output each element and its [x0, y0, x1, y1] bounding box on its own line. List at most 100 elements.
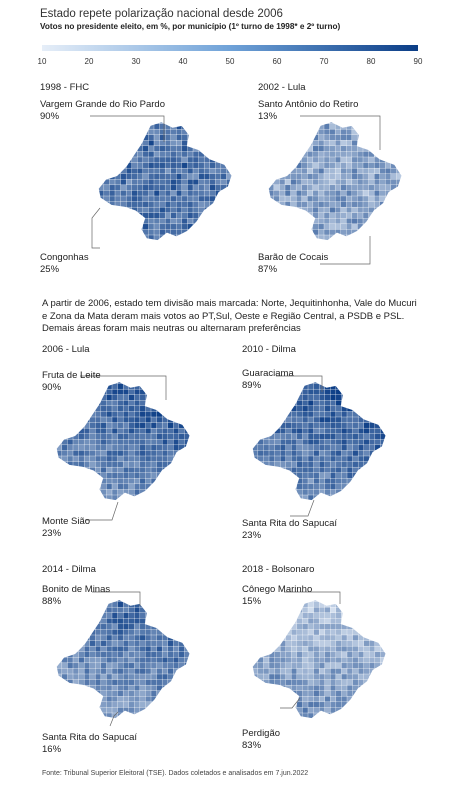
municipality-cell [313, 701, 320, 708]
municipality-cell [178, 690, 185, 697]
municipality-cell [100, 405, 107, 412]
municipality-cell [203, 123, 211, 130]
municipality-cell [357, 606, 365, 614]
municipality-cell [296, 657, 303, 664]
municipality-cell [122, 433, 130, 440]
municipality-cell [335, 494, 342, 501]
municipality-cell [215, 134, 222, 141]
municipality-cell [380, 489, 386, 496]
municipality-cell [401, 240, 402, 241]
municipality-cell [368, 128, 375, 136]
municipality-cell [374, 478, 381, 485]
municipality-cell [312, 206, 319, 214]
municipality-cell [307, 629, 315, 636]
municipality-cell [184, 618, 190, 625]
municipality-cell [145, 416, 152, 424]
municipality-cell [379, 212, 386, 219]
municipality-cell [263, 640, 270, 647]
municipality-cell [192, 240, 200, 241]
municipality-cell [268, 206, 275, 214]
municipality-cell [148, 162, 155, 169]
municipality-cell [374, 466, 381, 474]
municipality-cell [131, 179, 138, 186]
municipality-cell [117, 640, 124, 647]
municipality-cell [178, 388, 185, 396]
municipality-cell [396, 121, 402, 125]
municipality-cell [98, 128, 99, 136]
municipality-cell [72, 478, 80, 485]
municipality-cell [189, 651, 190, 658]
municipality-cell [128, 411, 135, 418]
municipality-cell [161, 718, 169, 719]
municipality-cell [296, 679, 303, 686]
municipality-cell [178, 439, 185, 446]
municipality-cell [346, 712, 354, 719]
municipality-cell [273, 134, 280, 141]
municipality-cell [139, 634, 146, 642]
municipality-cell [374, 500, 381, 501]
municipality-cell [268, 240, 275, 241]
municipality-cell [385, 489, 386, 496]
municipality-cell [295, 167, 303, 175]
municipality-cell [295, 218, 303, 225]
municipality-cell [173, 662, 180, 669]
municipality-cell [318, 634, 326, 642]
municipality-cell [220, 140, 227, 147]
municipality-cell [257, 466, 264, 474]
municipality-cell [352, 439, 359, 446]
municipality-cell [196, 495, 202, 501]
municipality-cell [363, 606, 370, 614]
municipality-cell [67, 623, 74, 630]
municipality-cell [161, 601, 169, 608]
municipality-cell [268, 167, 275, 175]
municipality-cell [401, 179, 402, 186]
municipality-cell [279, 218, 286, 225]
municipality-cell [98, 212, 99, 219]
municipality-cell [145, 466, 152, 474]
municipality-cell [125, 151, 133, 158]
municipality-cell [192, 151, 200, 158]
municipality-cell [385, 472, 386, 479]
municipality-cell [252, 696, 259, 703]
municipality-cell [176, 195, 183, 203]
municipality-cell [291, 500, 298, 501]
municipality-cell [374, 668, 381, 675]
municipality-cell [369, 612, 376, 619]
municipality-cell [263, 411, 270, 418]
municipality-cell [301, 240, 308, 241]
municipality-cell [220, 229, 227, 236]
municipality-cell [176, 173, 183, 180]
municipality-cell [324, 684, 331, 692]
municipality-cell [161, 422, 169, 429]
municipality-cell [67, 701, 74, 708]
municipality-cell [164, 179, 172, 186]
municipality-cell [312, 184, 319, 191]
municipality-cell [61, 645, 68, 653]
municipality-cell [351, 140, 358, 147]
municipality-cell [156, 662, 163, 669]
municipality-cell [341, 455, 348, 463]
municipality-cell [156, 461, 163, 468]
municipality-cell [362, 121, 370, 125]
municipality-cell [330, 701, 337, 708]
municipality-cell [95, 411, 102, 418]
municipality-cell [374, 657, 381, 664]
municipality-cell [176, 234, 183, 241]
municipality-cell [314, 724, 320, 730]
municipality-cell [145, 411, 152, 418]
municipality-cell [291, 629, 298, 636]
municipality-cell [196, 489, 202, 495]
municipality-cell [196, 423, 202, 429]
municipality-cell [257, 629, 264, 636]
municipality-cell [268, 173, 275, 180]
municipality-cell [347, 724, 353, 730]
municipality-cell [324, 466, 331, 474]
municipality-cell [252, 400, 259, 407]
municipality-cell [363, 450, 370, 457]
municipality-cell [268, 128, 275, 136]
municipality-cell [257, 684, 264, 692]
municipality-cell [114, 190, 122, 197]
map-2010 [251, 381, 387, 502]
municipality-cell [279, 623, 287, 630]
municipality-cell [132, 246, 138, 252]
